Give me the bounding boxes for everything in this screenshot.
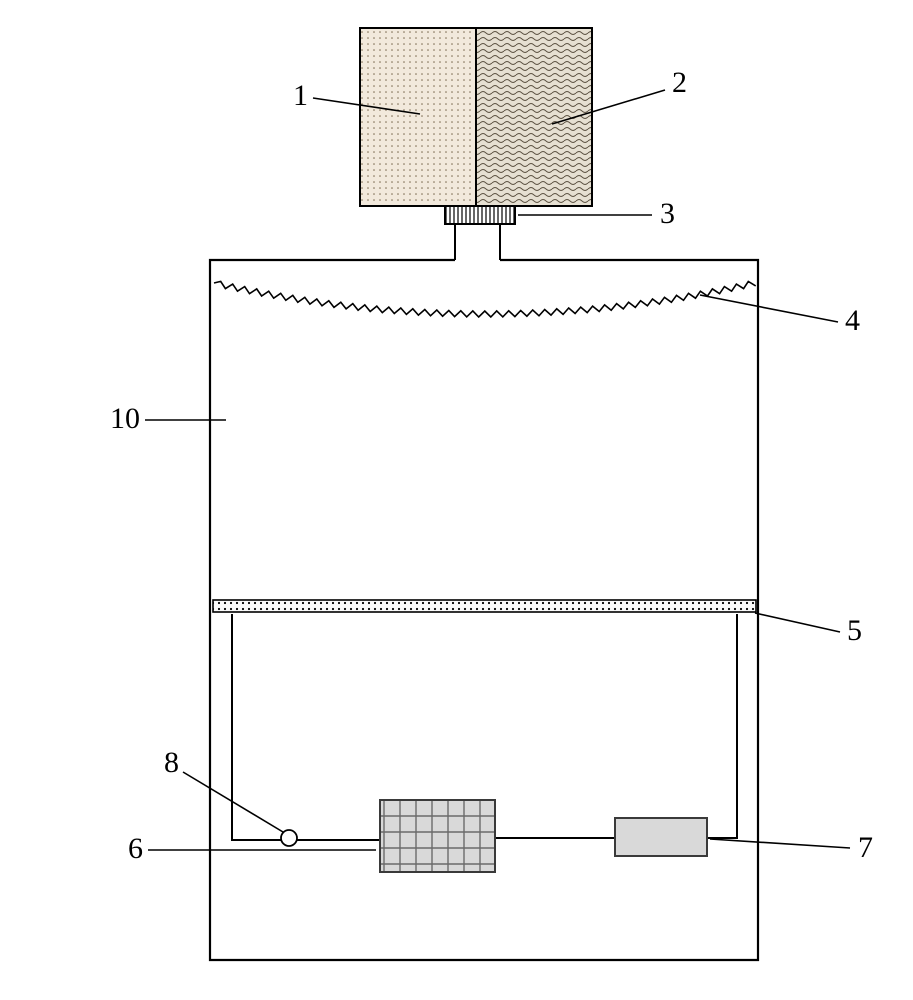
label-n8: 8 [164, 746, 179, 779]
perforated-plate [213, 600, 756, 612]
label-n1: 1 [293, 79, 308, 112]
neck [455, 224, 500, 260]
label-n6: 6 [128, 832, 143, 865]
valve [281, 830, 297, 846]
top-reservoir [360, 28, 592, 206]
label-n3: 3 [660, 197, 675, 230]
pump-unit [615, 818, 707, 856]
outlet-hatch [445, 206, 515, 224]
label-n2: 2 [672, 66, 687, 99]
filter-unit [380, 800, 495, 872]
label-n5: 5 [847, 614, 862, 647]
label-n7: 7 [858, 831, 873, 864]
membrane-arc [214, 281, 756, 317]
technical-diagram: 1 2 3 4 5 10 8 6 7 [0, 0, 913, 1000]
label-n4: 4 [845, 304, 860, 337]
label-n10: 10 [110, 402, 140, 435]
